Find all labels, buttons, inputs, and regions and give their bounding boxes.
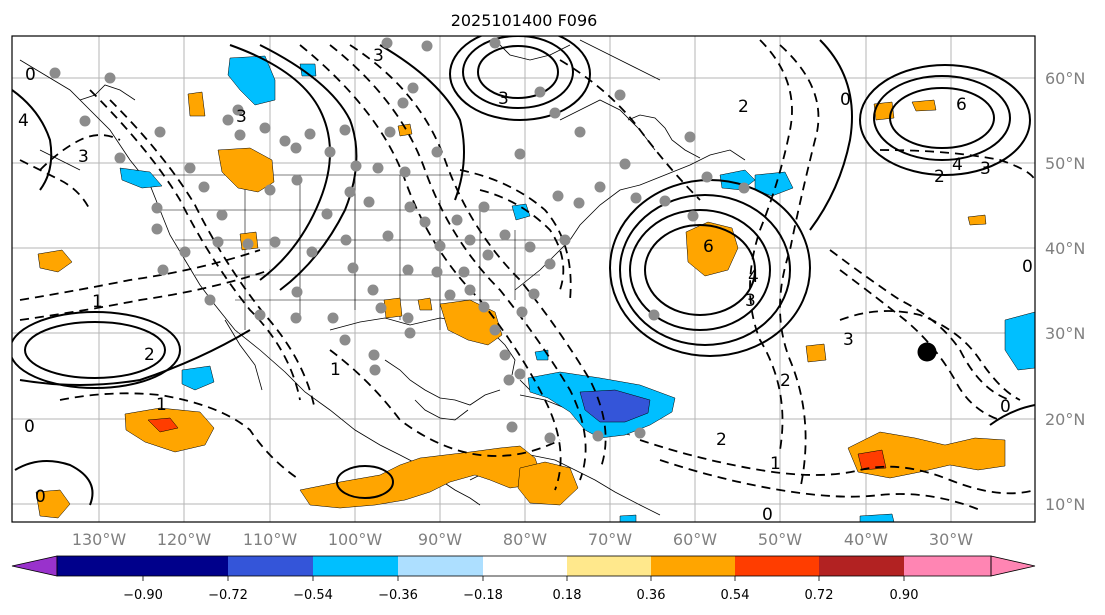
colorbar-tick-label: 0.72 xyxy=(805,588,834,603)
contour-label: 2 xyxy=(780,371,791,391)
latitude-labels: 60°N 50°N 40°N 30°N 20°N 10°N xyxy=(1045,69,1085,514)
map-area: 6 6 4 3 2 3 3 3 2 2 1 1 0 0 0 0 0 0 1 2 xyxy=(11,35,1036,525)
colorbar-segment xyxy=(143,556,228,576)
lon-label: 40°W xyxy=(844,530,888,549)
anomaly-fills xyxy=(35,55,1035,522)
contour-label: 3 xyxy=(373,46,384,66)
colorbar-segment xyxy=(651,556,735,576)
colorbar-tick-label: 0.18 xyxy=(553,588,582,603)
contour-label: 3 xyxy=(843,330,854,350)
contour-label: 3 xyxy=(498,89,509,109)
colorbar-tick-label: 0.36 xyxy=(637,588,666,603)
contour-label: 6 xyxy=(703,237,714,257)
colorbar-segment xyxy=(57,556,143,576)
contour-label: 4 xyxy=(18,111,29,131)
contour-label: 0 xyxy=(1022,257,1033,277)
colorbar-tick-label: 0.54 xyxy=(721,588,750,603)
contour-label: 0 xyxy=(25,65,36,85)
contour-label: 4 xyxy=(952,155,963,175)
contour-label: 2 xyxy=(144,345,155,365)
contour-label: 6 xyxy=(956,95,967,115)
lon-label: 90°W xyxy=(418,530,462,549)
longitude-labels: 130°W 120°W 110°W 100°W 90°W 80°W 70°W 6… xyxy=(72,530,973,549)
lon-label: 50°W xyxy=(758,530,802,549)
contour-label: 2 xyxy=(738,97,749,117)
black-dot-marker xyxy=(917,342,937,362)
contour-label: 3 xyxy=(745,291,756,311)
state-borders xyxy=(150,174,560,330)
contour-labels: 6 6 4 3 2 3 3 3 2 2 1 1 0 0 0 0 0 0 1 2 xyxy=(18,46,1033,525)
colorbar-tick-label: 0.90 xyxy=(890,588,919,603)
colorbar-segment xyxy=(483,556,567,576)
lat-label: 40°N xyxy=(1045,239,1085,258)
contour-label: 1 xyxy=(330,360,341,380)
lon-label: 100°W xyxy=(328,530,383,549)
colorbar-under-triangle xyxy=(11,555,58,577)
contour-label: 1 xyxy=(156,395,167,415)
colorbar-tick-label: −0.72 xyxy=(208,588,248,603)
colorbar-segment xyxy=(904,556,991,576)
contour-label: 0 xyxy=(762,505,773,525)
lon-label: 70°W xyxy=(588,530,632,549)
colorbar-segment xyxy=(567,556,651,576)
negative-contours xyxy=(19,39,1035,511)
lat-label: 60°N xyxy=(1045,69,1085,88)
contour-label: 3 xyxy=(980,159,991,179)
contour-label: 3 xyxy=(78,147,89,167)
colorbar-segment xyxy=(398,556,483,576)
colorbar-tick-label: −0.90 xyxy=(123,588,163,603)
contour-label: 2 xyxy=(934,167,945,187)
lat-label: 30°N xyxy=(1045,324,1085,343)
lon-label: 80°W xyxy=(503,530,547,549)
lat-label: 50°N xyxy=(1045,154,1085,173)
colorbar-over-triangle xyxy=(990,555,1036,577)
lat-label: 10°N xyxy=(1045,495,1085,514)
lon-label: 30°W xyxy=(929,530,973,549)
figure-title: 2025101400 F096 xyxy=(451,11,598,30)
contour-label: 1 xyxy=(92,292,103,312)
lat-label: 20°N xyxy=(1045,410,1085,429)
contour-label: 0 xyxy=(1000,397,1011,417)
lon-label: 120°W xyxy=(157,530,212,549)
lon-label: 130°W xyxy=(72,530,127,549)
colorbar-segment xyxy=(819,556,904,576)
contour-label: 0 xyxy=(840,90,851,110)
station-dots xyxy=(49,37,750,444)
colorbar: −0.90 −0.72 −0.54 −0.36 −0.18 0.18 0.36 … xyxy=(11,555,1036,603)
colorbar-tick-label: −0.36 xyxy=(378,588,418,603)
colorbar-tick-label: −0.54 xyxy=(293,588,333,603)
lon-label: 110°W xyxy=(243,530,298,549)
contour-label: 0 xyxy=(24,417,35,437)
lon-label: 60°W xyxy=(673,530,717,549)
map-frame xyxy=(11,35,1036,523)
colorbar-tick-label: −0.18 xyxy=(463,588,503,603)
contour-label: 2 xyxy=(716,430,727,450)
contour-label: 3 xyxy=(236,107,247,127)
colorbar-segment xyxy=(313,556,398,576)
contour-label: 1 xyxy=(770,454,781,474)
contour-label: 0 xyxy=(35,487,46,507)
colorbar-segment xyxy=(735,556,819,576)
colorbar-segment xyxy=(228,556,313,576)
contour-label: 4 xyxy=(748,267,759,287)
